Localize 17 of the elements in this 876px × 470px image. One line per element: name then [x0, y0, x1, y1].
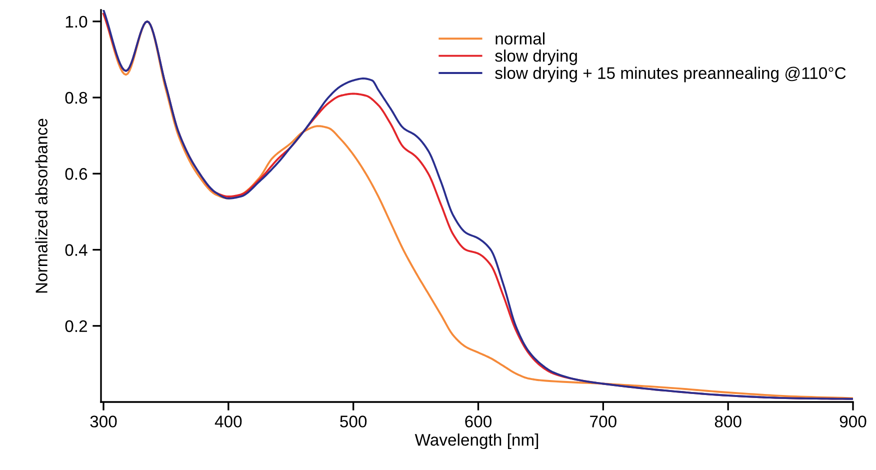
- legend-label: slow drying + 15 minutes preannealing @110°C: [495, 66, 846, 82]
- x-tick-label: 800: [714, 416, 742, 428]
- y-axis-title: Normalized absorbance: [35, 118, 48, 293]
- y-tick-label: 0.2: [65, 320, 87, 332]
- y-tick-label: 0.8: [65, 92, 88, 104]
- legend-label: slow drying: [495, 50, 577, 66]
- y-tick-label: 0.4: [65, 244, 88, 256]
- x-tick-label: 600: [465, 416, 492, 428]
- x-tick-label: 300: [90, 416, 117, 428]
- x-tick-label: 500: [340, 416, 367, 428]
- y-tick-label: 0.6: [65, 168, 88, 180]
- y-tick-label: 1.0: [66, 16, 88, 28]
- x-tick-label: 900: [840, 416, 866, 428]
- legend-label: normal: [496, 32, 544, 45]
- x-tick-label: 700: [590, 416, 616, 428]
- x-axis-title: Wavelength [nm]: [414, 434, 538, 450]
- x-tick-label: 400: [214, 416, 242, 428]
